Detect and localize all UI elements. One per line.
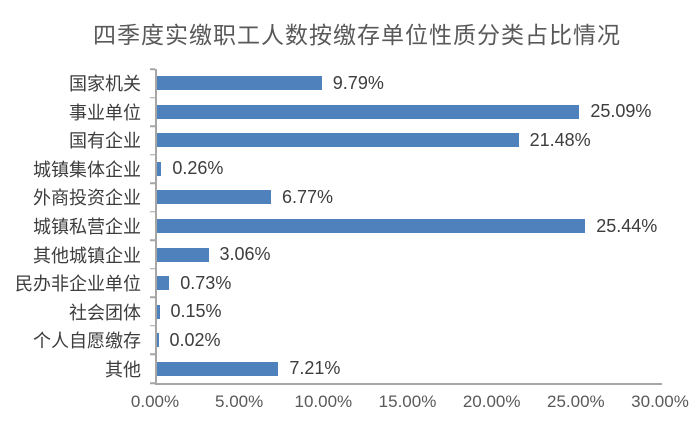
chart-row: 7.21% bbox=[157, 354, 662, 383]
x-axis-tick-label: 15.00% bbox=[378, 392, 437, 411]
bar bbox=[157, 333, 159, 348]
category-label: 事业单位 bbox=[69, 102, 141, 123]
category-label: 其他城镇企业 bbox=[33, 245, 141, 266]
y-axis-tick bbox=[150, 268, 155, 270]
y-axis-tick bbox=[150, 68, 155, 70]
bar bbox=[157, 76, 322, 91]
bar bbox=[157, 190, 271, 205]
chart-row: 9.79% bbox=[157, 69, 662, 98]
chart-row: 0.73% bbox=[157, 269, 662, 298]
y-axis-tick bbox=[150, 182, 155, 184]
y-axis-tick bbox=[150, 96, 155, 99]
chart-row: 6.77% bbox=[157, 183, 662, 212]
y-axis-tick bbox=[150, 239, 155, 242]
bar bbox=[157, 104, 580, 119]
y-axis-tick bbox=[150, 353, 155, 356]
y-axis-tick bbox=[150, 125, 155, 127]
category-label: 外商投资企业 bbox=[33, 188, 141, 209]
value-label: 0.02% bbox=[169, 329, 221, 350]
chart-row: 3.06% bbox=[157, 240, 662, 269]
plot-area: 9.79% 25.09% 21.48% 0.26% 6.77% 25.44% 3.06% 0.… bbox=[150, 68, 662, 385]
bar bbox=[157, 247, 209, 262]
category-label: 城镇集体企业 bbox=[33, 159, 141, 180]
x-axis-labels: 0.00% 5.00% 10.00% 15.00% 20.00% 25.00% 30.00% bbox=[131, 392, 689, 418]
category-label: 其他 bbox=[105, 359, 141, 380]
bar bbox=[157, 161, 162, 176]
chart-row: 0.26% bbox=[157, 155, 662, 184]
y-axis-tick bbox=[150, 296, 155, 299]
bar bbox=[157, 304, 160, 319]
bar bbox=[157, 219, 586, 233]
x-axis-tick-label: 0.00% bbox=[130, 392, 180, 411]
value-label: 0.26% bbox=[172, 158, 224, 179]
category-label: 民办非企业单位 bbox=[15, 274, 141, 295]
category-label: 国家机关 bbox=[69, 74, 141, 95]
chart-title: 四季度实缴职工人数按缴存单位性质分类占比情况 bbox=[93, 22, 621, 48]
category-label: 社会团体 bbox=[69, 302, 141, 323]
value-label: 0.15% bbox=[170, 301, 222, 322]
value-label: 9.79% bbox=[332, 72, 384, 93]
chart-row: 25.44% bbox=[157, 212, 662, 241]
bar bbox=[157, 276, 170, 291]
y-axis-tick bbox=[150, 210, 155, 213]
x-axis-tick-label: 30.00% bbox=[631, 392, 689, 411]
x-axis-tick-label: 10.00% bbox=[294, 392, 353, 411]
x-axis-tick-label: 5.00% bbox=[215, 392, 264, 411]
category-label: 国有企业 bbox=[69, 131, 141, 152]
value-label: 25.44% bbox=[596, 215, 658, 236]
y-axis-tick bbox=[150, 382, 155, 384]
value-label: 7.21% bbox=[289, 358, 341, 379]
category-axis: 国家机关事业单位国有企业城镇集体企业 外商投资企业 城镇私营企业 其他城镇企业民办非企… bbox=[0, 69, 148, 383]
y-axis-tick bbox=[150, 325, 155, 327]
value-label: 25.09% bbox=[590, 101, 652, 122]
value-label: 0.73% bbox=[180, 272, 232, 293]
x-axis-tick-label: 25.00% bbox=[546, 392, 605, 411]
bar bbox=[157, 361, 279, 376]
value-label: 3.06% bbox=[219, 244, 271, 265]
category-label: 城镇私营企业 bbox=[33, 217, 141, 237]
chart-row: 0.02% bbox=[157, 326, 662, 355]
chart-row: 25.09% bbox=[157, 98, 662, 127]
bar bbox=[157, 133, 519, 148]
y-axis-tick bbox=[150, 153, 155, 156]
x-axis-tick-label: 20.00% bbox=[462, 392, 521, 411]
value-label: 21.48% bbox=[529, 129, 591, 150]
chart-row: 21.48% bbox=[157, 126, 662, 155]
value-label: 6.77% bbox=[281, 186, 333, 207]
chart-row: 0.15% bbox=[157, 297, 662, 326]
category-label: 个人自愿缴存 bbox=[33, 331, 141, 352]
